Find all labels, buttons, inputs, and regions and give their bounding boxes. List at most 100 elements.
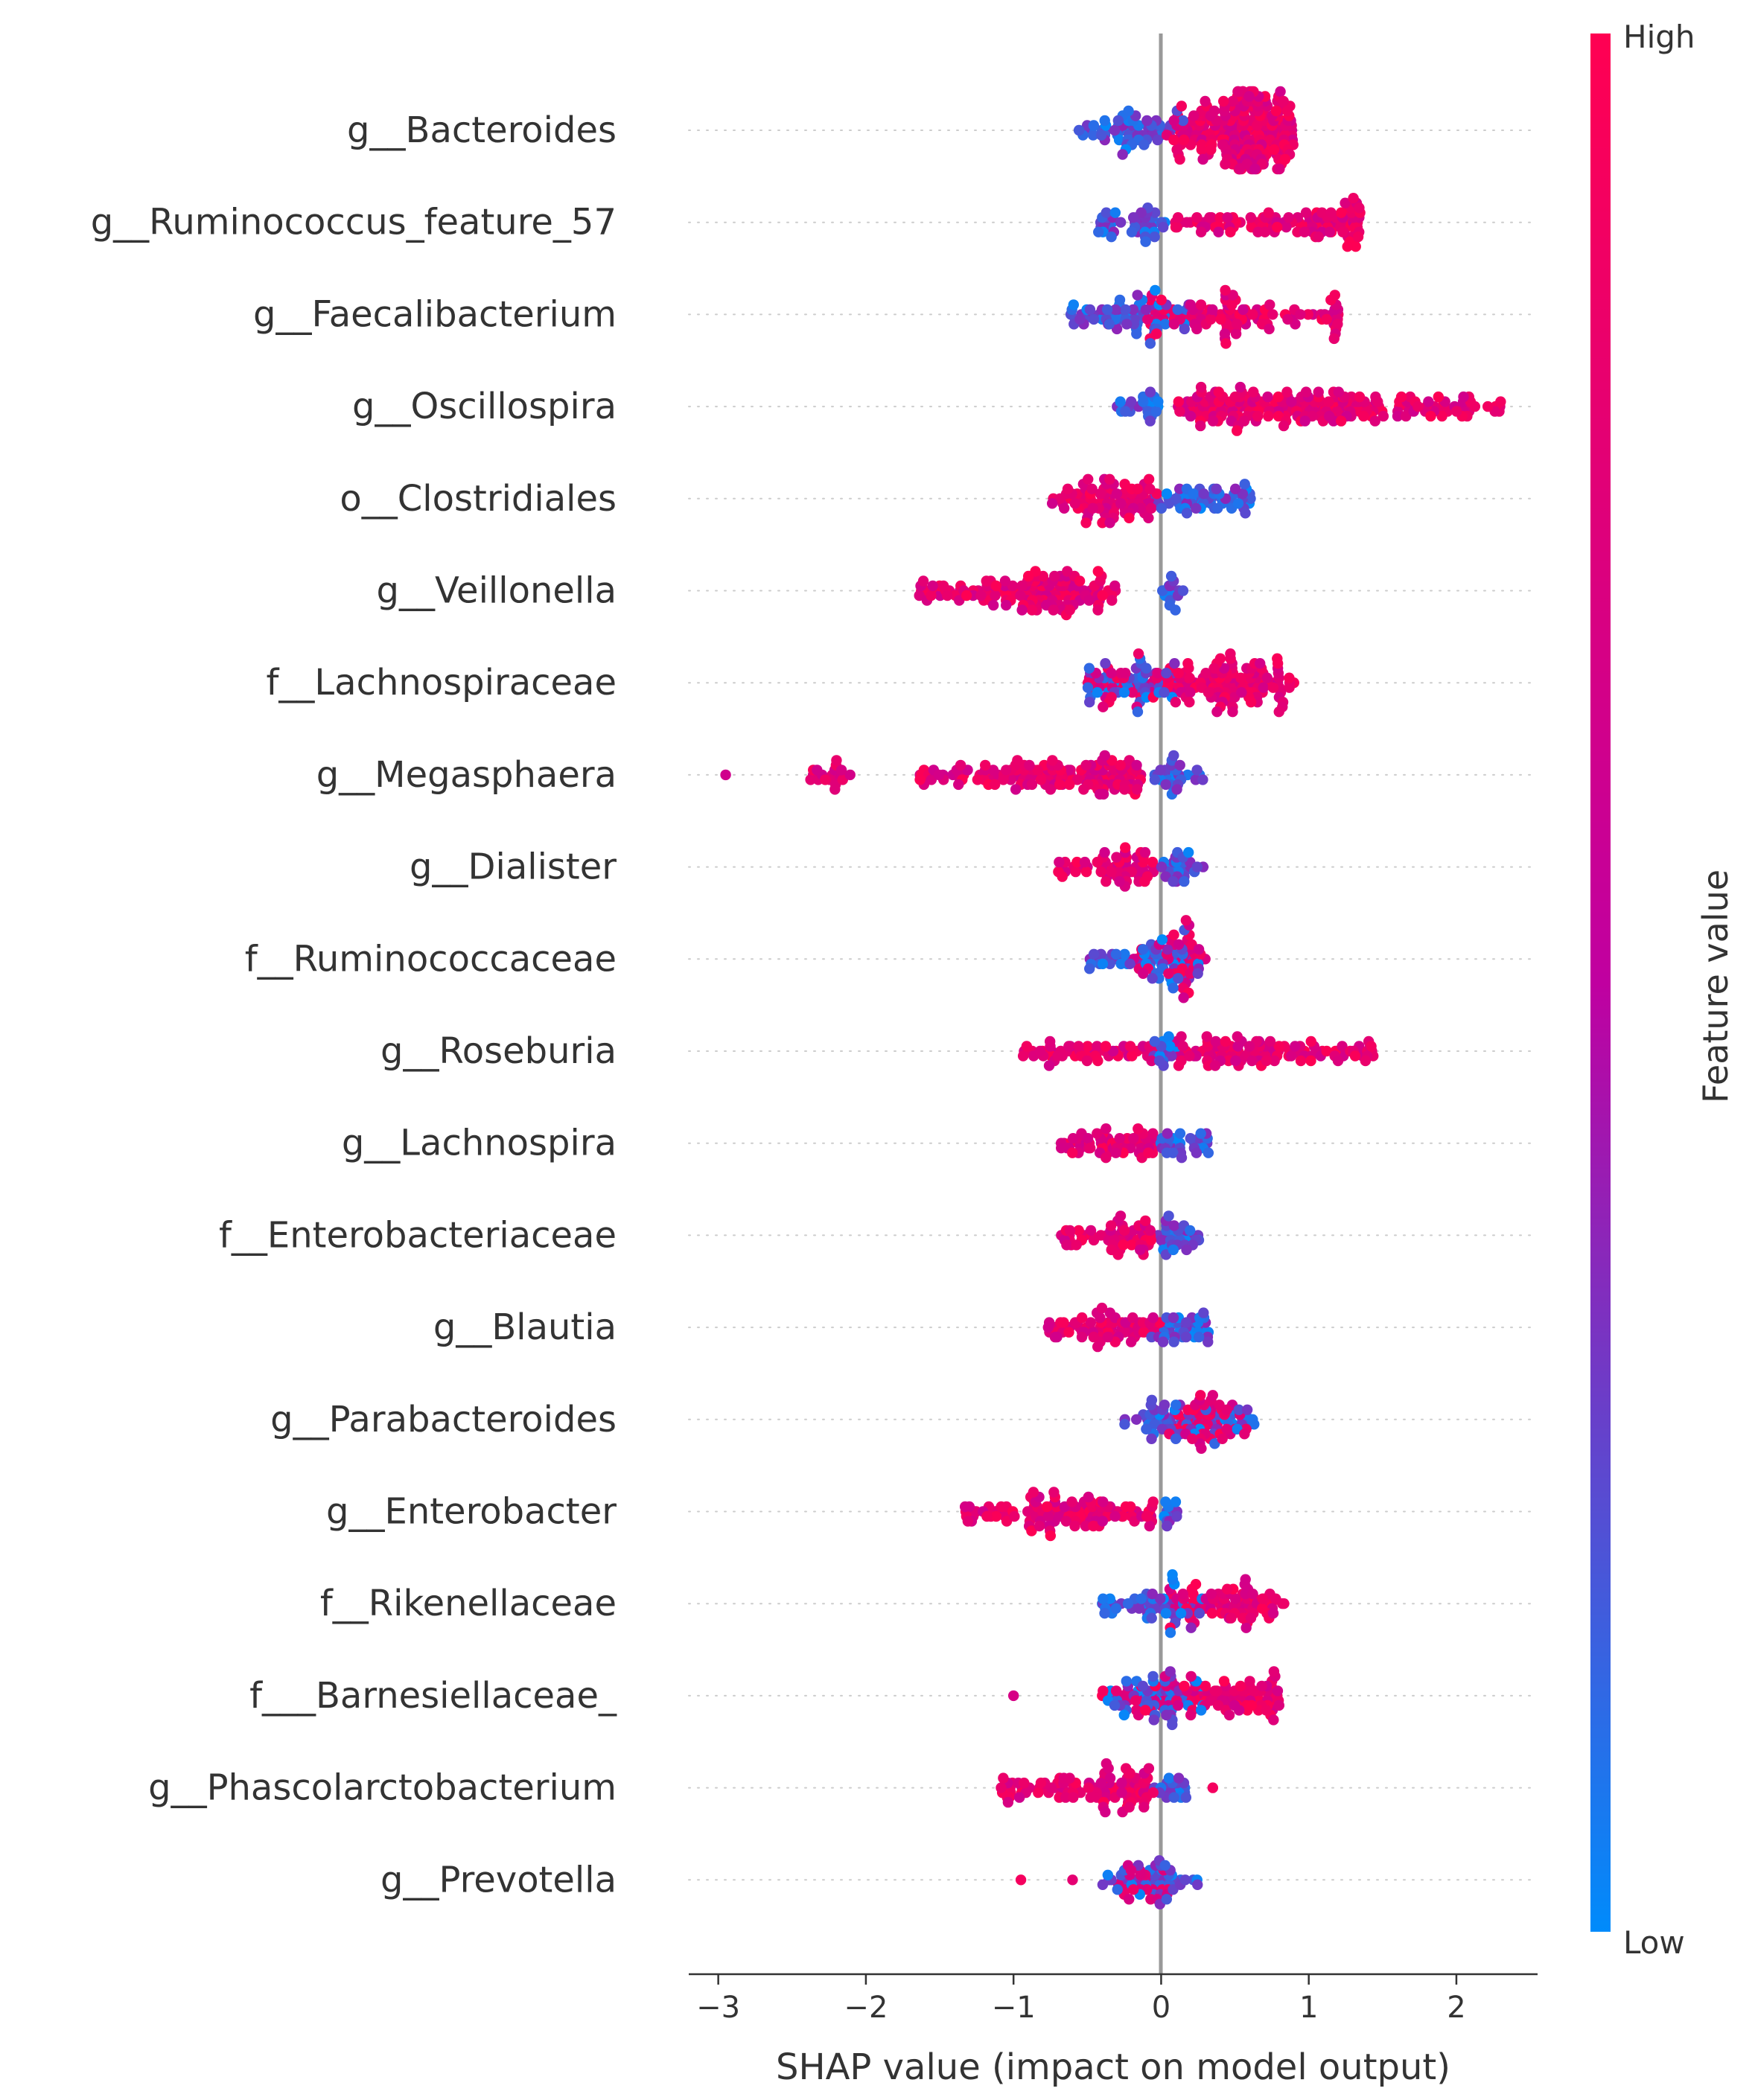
shap-point — [1173, 1772, 1185, 1784]
shap-point — [1161, 1147, 1173, 1158]
shap-point — [1140, 1215, 1151, 1227]
shap-point — [1093, 226, 1104, 237]
shap-point — [1104, 517, 1115, 529]
shap-point — [1232, 425, 1243, 436]
shap-point — [1098, 701, 1109, 712]
feature-label: g__Bacteroides — [347, 109, 617, 151]
shap-point — [1145, 502, 1157, 514]
shap-point — [1045, 1530, 1057, 1542]
shap-point — [1178, 134, 1190, 146]
shap-point — [981, 1510, 993, 1522]
shap-point — [962, 1516, 974, 1527]
colorbar-gradient — [1590, 33, 1611, 1932]
shap-point — [1150, 406, 1162, 417]
shap-point — [996, 1782, 1007, 1793]
shap-point — [1048, 570, 1060, 582]
shap-point — [1205, 1695, 1216, 1706]
shap-point — [1068, 299, 1080, 310]
shap-point — [1156, 934, 1168, 945]
shap-point — [1118, 1709, 1130, 1721]
shap-point — [1264, 1035, 1276, 1047]
shap-point — [1092, 604, 1103, 616]
shap-point — [1082, 1041, 1093, 1052]
shap-point — [1204, 212, 1215, 223]
shap-point — [1133, 648, 1144, 660]
shap-point — [1088, 120, 1100, 131]
shap-point — [1495, 396, 1506, 407]
shap-point — [1115, 1210, 1127, 1222]
shap-point — [1034, 1045, 1046, 1057]
shap-point — [1241, 159, 1252, 170]
shap-point — [1080, 759, 1092, 771]
shap-point — [1161, 488, 1173, 500]
shap-point — [1145, 1234, 1157, 1246]
shap-point — [1170, 1433, 1182, 1445]
shap-point — [1114, 1133, 1125, 1144]
shap-point — [1153, 1055, 1165, 1067]
shap-point — [1238, 304, 1249, 316]
shap-point — [1167, 1569, 1178, 1580]
shap-point — [1119, 784, 1130, 795]
shap-point — [1218, 1676, 1230, 1687]
shap-point — [1174, 153, 1185, 165]
shap-point — [1172, 1700, 1184, 1711]
shap-point — [1232, 86, 1243, 98]
shap-point — [1257, 1593, 1268, 1604]
shap-point — [1105, 1220, 1117, 1231]
shap-point — [1239, 479, 1250, 490]
shap-point — [1337, 226, 1348, 237]
shap-point — [1002, 1796, 1014, 1808]
shap-point — [1195, 1705, 1207, 1716]
shap-point — [1088, 313, 1100, 325]
shap-point — [1177, 1041, 1188, 1052]
shap-point — [1423, 396, 1434, 407]
shap-point — [1273, 1700, 1284, 1711]
shap-point — [1070, 866, 1081, 878]
shap-point — [1126, 226, 1138, 237]
shap-point — [1010, 784, 1022, 795]
shap-point — [1118, 687, 1130, 698]
shap-point — [1120, 406, 1131, 417]
shap-point — [805, 774, 816, 785]
shap-point — [1080, 1520, 1092, 1532]
shap-point — [1081, 1055, 1093, 1067]
shap-point — [1026, 779, 1038, 791]
x-tick-label: 1 — [1299, 1991, 1318, 2025]
shap-point — [1184, 1050, 1195, 1062]
shap-point — [1165, 570, 1177, 582]
shap-point — [1172, 212, 1184, 223]
shap-point — [1217, 139, 1229, 150]
shap-point — [1109, 580, 1121, 592]
shap-point — [1218, 95, 1229, 107]
shap-point — [1195, 226, 1207, 237]
shap-point — [1044, 1035, 1056, 1047]
shap-point — [1026, 1525, 1037, 1536]
shap-point — [1109, 1510, 1121, 1522]
shap-point — [1076, 1312, 1088, 1324]
shap-point — [1168, 1336, 1179, 1347]
shap-point — [1083, 1782, 1095, 1793]
shap-point — [1080, 517, 1092, 529]
shap-point — [1116, 1787, 1127, 1799]
shap-point — [1181, 1317, 1192, 1328]
shap-point — [1084, 304, 1096, 316]
shap-point — [1184, 697, 1195, 708]
shap-point — [933, 769, 945, 781]
shap-point — [1156, 294, 1167, 306]
shap-point — [1144, 386, 1156, 398]
shap-point — [1082, 682, 1094, 693]
shap-point — [1124, 1894, 1135, 1905]
x-tick-label: −3 — [696, 1991, 740, 2025]
shap-point — [1174, 1128, 1186, 1139]
shap-point — [1161, 1709, 1172, 1721]
shap-point — [1037, 570, 1049, 582]
shap-point — [1082, 1133, 1094, 1144]
shap-point — [987, 599, 999, 611]
shap-point — [1157, 222, 1169, 233]
shap-point — [844, 769, 856, 781]
shap-point — [1412, 400, 1424, 412]
shap-point — [1120, 668, 1131, 679]
shap-point — [1173, 973, 1184, 984]
shap-point — [1111, 323, 1123, 335]
shap-point — [1305, 1035, 1316, 1047]
